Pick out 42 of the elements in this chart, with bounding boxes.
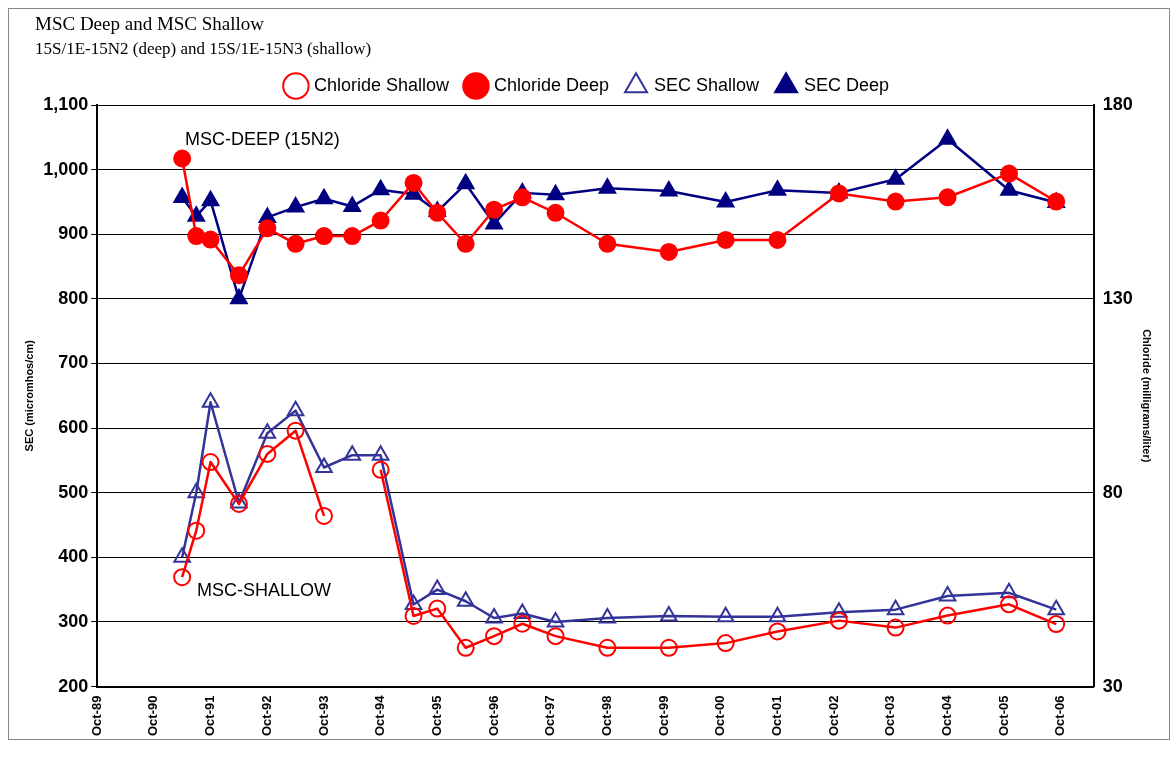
x-tick-label: Oct-99 — [655, 695, 671, 737]
legend-label: SEC Deep — [804, 74, 890, 95]
x-tick-label: Oct-97 — [542, 695, 558, 737]
y-tick-label: 800 — [58, 287, 89, 308]
x-tick-label: Oct-04 — [939, 694, 955, 737]
x-tick-label: Oct-05 — [995, 695, 1011, 737]
y2-tick-label: 130 — [1102, 287, 1133, 308]
x-tick-label: Oct-98 — [598, 695, 614, 737]
y-tick-label: 600 — [58, 417, 89, 438]
y-tick-label: 300 — [58, 610, 89, 631]
y-tick-label: 900 — [58, 223, 89, 244]
x-tick-label: Oct-89 — [88, 695, 104, 737]
x-tick-label: Oct-03 — [882, 695, 898, 737]
y-axis-title: SEC (micromhos/cm) — [22, 339, 35, 452]
x-tick-label: Oct-96 — [485, 695, 501, 737]
chart-subtitle: 15S/1E-15N2 (deep) and 15S/1E-15N3 (shallow) — [35, 39, 373, 59]
x-tick-label: Oct-06 — [1052, 695, 1068, 737]
chart-title: MSC Deep and MSC Shallow — [35, 13, 266, 35]
legend-label: SEC Shallow — [654, 74, 761, 95]
x-tick-label: Oct-01 — [769, 695, 785, 737]
y-tick-label: 500 — [58, 481, 89, 502]
legend-label: Chloride Shallow — [313, 74, 450, 95]
y-tick-label: 400 — [58, 546, 89, 567]
x-tick-label: Oct-92 — [258, 695, 274, 737]
y2-tick-label: 80 — [1102, 481, 1123, 502]
x-tick-label: Oct-95 — [428, 695, 444, 737]
y-tick-label: 1,000 — [43, 158, 89, 179]
y-tick-label: 200 — [58, 675, 89, 696]
annotation: MSC-SHALLOW — [196, 579, 331, 600]
y2-tick-label: 180 — [1102, 93, 1133, 114]
y2-axis-title: Chloride (milligrams/liter) — [1141, 329, 1154, 463]
annotation: MSC-DEEP (15N2) — [184, 128, 340, 149]
legend-label: Chloride Deep — [493, 74, 610, 95]
y-tick-label: 700 — [58, 352, 89, 373]
x-tick-label: Oct-93 — [315, 695, 331, 737]
x-tick-label: Oct-00 — [712, 695, 728, 737]
x-tick-label: Oct-94 — [372, 694, 388, 737]
x-tick-label: Oct-91 — [202, 695, 218, 737]
x-tick-label: Oct-02 — [825, 695, 841, 737]
x-tick-label: Oct-90 — [145, 695, 161, 737]
y-tick-label: 1,100 — [43, 93, 89, 114]
y2-tick-label: 30 — [1102, 675, 1123, 696]
